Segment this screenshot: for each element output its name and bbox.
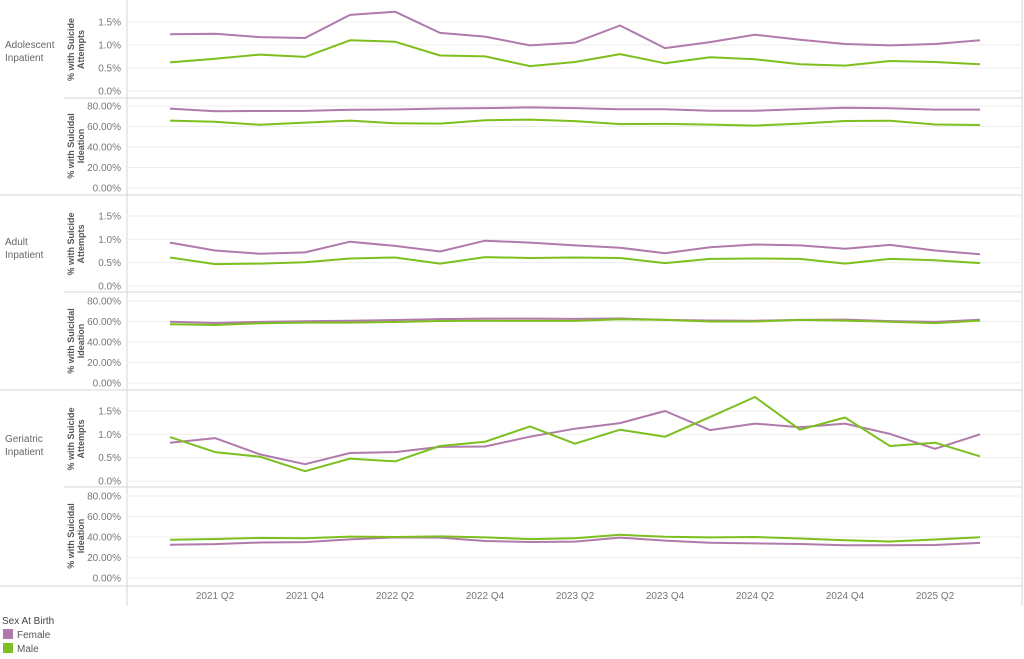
- legend: Sex At Birth Female Male: [2, 616, 54, 655]
- y-axis-title: Attempts: [76, 419, 86, 458]
- row-label: Inpatient: [5, 53, 44, 64]
- series-line-female[interactable]: [169, 10, 981, 50]
- panel-5: 0.00% 20.00% 40.00% 60.00% 80.00% % with Suic…: [66, 492, 1022, 585]
- y-tick-label: 1.5%: [98, 407, 121, 418]
- chart-panels: Adolescent Inpatient Adult Inpatient Geriatr…: [0, 0, 1023, 606]
- panel-0: 0.0% 0.5% 1.0% 1.5% % with Suicide Attempts: [66, 10, 1022, 98]
- row-label: Inpatient: [5, 250, 44, 261]
- legend-swatch-female[interactable]: [3, 629, 13, 639]
- x-tick-label: 2021 Q4: [286, 591, 325, 602]
- x-tick-label: 2021 Q2: [196, 591, 235, 602]
- y-axis-title: Ideation: [76, 129, 86, 164]
- y-tick-label: 20.00%: [87, 358, 121, 369]
- row-label: Geriatric: [5, 434, 43, 445]
- y-tick-label: 1.5%: [98, 17, 121, 28]
- y-tick-label: 60.00%: [87, 317, 121, 328]
- y-tick-label: 1.0%: [98, 235, 121, 246]
- y-tick-label: 0.00%: [93, 574, 121, 585]
- y-axis-title: Ideation: [76, 519, 86, 554]
- row-label: Adolescent: [5, 40, 55, 51]
- y-tick-label: 1.0%: [98, 40, 121, 51]
- y-axis-title: Ideation: [76, 324, 86, 359]
- y-tick-label: 60.00%: [87, 512, 121, 523]
- y-tick-label: 0.5%: [98, 453, 121, 464]
- y-axis-title: Attempts: [76, 224, 86, 263]
- y-tick-label: 0.0%: [98, 282, 121, 293]
- y-axis-title: % with Suicide: [66, 18, 76, 81]
- y-axis-title: % with Suicidal: [66, 113, 76, 179]
- row-label: Inpatient: [5, 447, 44, 458]
- y-tick-label: 0.5%: [98, 63, 121, 74]
- x-tick-label: 2024 Q2: [736, 591, 775, 602]
- y-tick-label: 80.00%: [87, 492, 121, 503]
- y-tick-label: 20.00%: [87, 163, 121, 174]
- series-line-female[interactable]: [169, 536, 981, 547]
- y-tick-label: 40.00%: [87, 143, 121, 154]
- y-axis-title: Attempts: [76, 30, 86, 69]
- y-tick-label: 1.5%: [98, 212, 121, 223]
- series-line-female[interactable]: [169, 239, 981, 256]
- legend-swatch-male[interactable]: [3, 643, 13, 653]
- y-tick-label: 40.00%: [87, 533, 121, 544]
- series-line-male[interactable]: [169, 318, 981, 326]
- series-line-female[interactable]: [169, 106, 980, 113]
- y-axis-title: % with Suicide: [66, 407, 76, 470]
- y-tick-label: 0.00%: [93, 184, 121, 195]
- series-line-male[interactable]: [169, 39, 981, 68]
- y-tick-label: 20.00%: [87, 553, 121, 564]
- series-line-male[interactable]: [169, 256, 981, 266]
- series-line-female[interactable]: [169, 410, 981, 466]
- x-tick-label: 2022 Q2: [376, 591, 415, 602]
- panel-3: 0.00% 20.00% 40.00% 60.00% 80.00% % with Suic…: [66, 297, 1022, 390]
- y-tick-label: 40.00%: [87, 338, 121, 349]
- x-tick-label: 2022 Q4: [466, 591, 505, 602]
- x-tick-label: 2023 Q4: [646, 591, 685, 602]
- legend-title: Sex At Birth: [2, 616, 54, 627]
- legend-label-male: Male: [17, 644, 39, 655]
- y-axis-title: % with Suicide: [66, 212, 76, 275]
- y-tick-label: 60.00%: [87, 122, 121, 133]
- y-tick-label: 0.00%: [93, 379, 121, 390]
- series-line-male[interactable]: [169, 118, 981, 127]
- y-tick-label: 80.00%: [87, 297, 121, 308]
- x-tick-label: 2023 Q2: [556, 591, 595, 602]
- panel-1: 0.00% 20.00% 40.00% 60.00% 80.00% % with Suic…: [66, 102, 1022, 195]
- y-axis-title: % with Suicidal: [66, 503, 76, 569]
- legend-label-female: Female: [17, 630, 51, 641]
- y-tick-label: 0.0%: [98, 477, 121, 488]
- y-tick-label: 1.0%: [98, 430, 121, 441]
- panel-2: 0.0% 0.5% 1.0% 1.5% % with Suicide Attempts: [66, 212, 1022, 293]
- row-label: Adult: [5, 237, 28, 248]
- x-tick-label: 2025 Q2: [916, 591, 955, 602]
- panel-4: 0.0% 0.5% 1.0% 1.5% % with Suicide Attempts: [66, 396, 1022, 488]
- x-tick-label: 2024 Q4: [826, 591, 865, 602]
- series-line-male[interactable]: [169, 396, 981, 473]
- y-axis-title: % with Suicidal: [66, 308, 76, 374]
- series-line-male[interactable]: [169, 533, 981, 543]
- y-tick-label: 0.0%: [98, 87, 121, 98]
- y-tick-label: 80.00%: [87, 102, 121, 113]
- y-tick-label: 0.5%: [98, 258, 121, 269]
